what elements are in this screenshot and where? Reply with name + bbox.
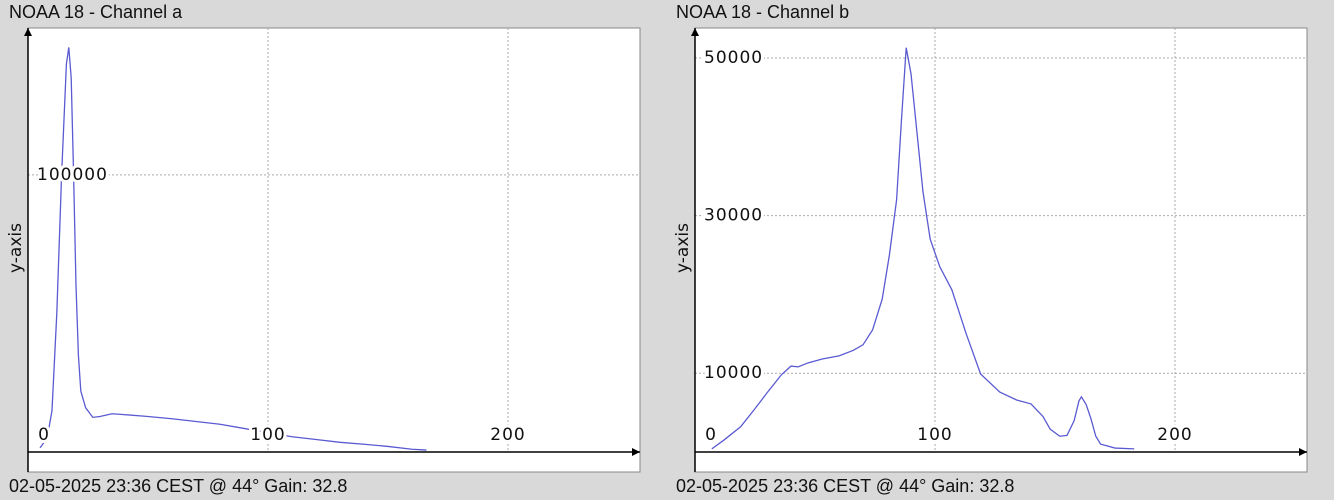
x-tick-label: 200 <box>490 425 525 445</box>
x-axis-arrow <box>1299 448 1307 456</box>
data-line <box>39 47 427 451</box>
caption: 02-05-2025 23:36 CEST @ 44° Gain: 32.8 <box>676 476 1014 496</box>
plot-area <box>694 27 1308 473</box>
y-axis-arrow <box>24 28 32 36</box>
plot-area <box>27 27 641 473</box>
x-tick-label: 0 <box>705 425 717 445</box>
chart-title: NOAA 18 - Channel b <box>676 2 849 22</box>
y-axis-label: y-axis <box>6 223 26 273</box>
y-tick-label: 10000 <box>704 363 763 383</box>
y-tick-label: 100000 <box>37 165 108 185</box>
y-axis-label: y-axis <box>673 223 693 273</box>
y-tick-label: 50000 <box>704 48 763 68</box>
x-axis-arrow <box>632 448 640 456</box>
x-tick-label: 100 <box>917 425 952 445</box>
y-tick-label: 30000 <box>704 206 763 226</box>
x-tick-label: 200 <box>1157 425 1192 445</box>
y-axis-arrow <box>691 28 699 36</box>
caption: 02-05-2025 23:36 CEST @ 44° Gain: 32.8 <box>9 476 347 496</box>
x-tick-label: 0 <box>38 425 50 445</box>
chart-title: NOAA 18 - Channel a <box>9 2 183 22</box>
x-tick-label: 100 <box>250 425 285 445</box>
data-line <box>711 47 1135 450</box>
